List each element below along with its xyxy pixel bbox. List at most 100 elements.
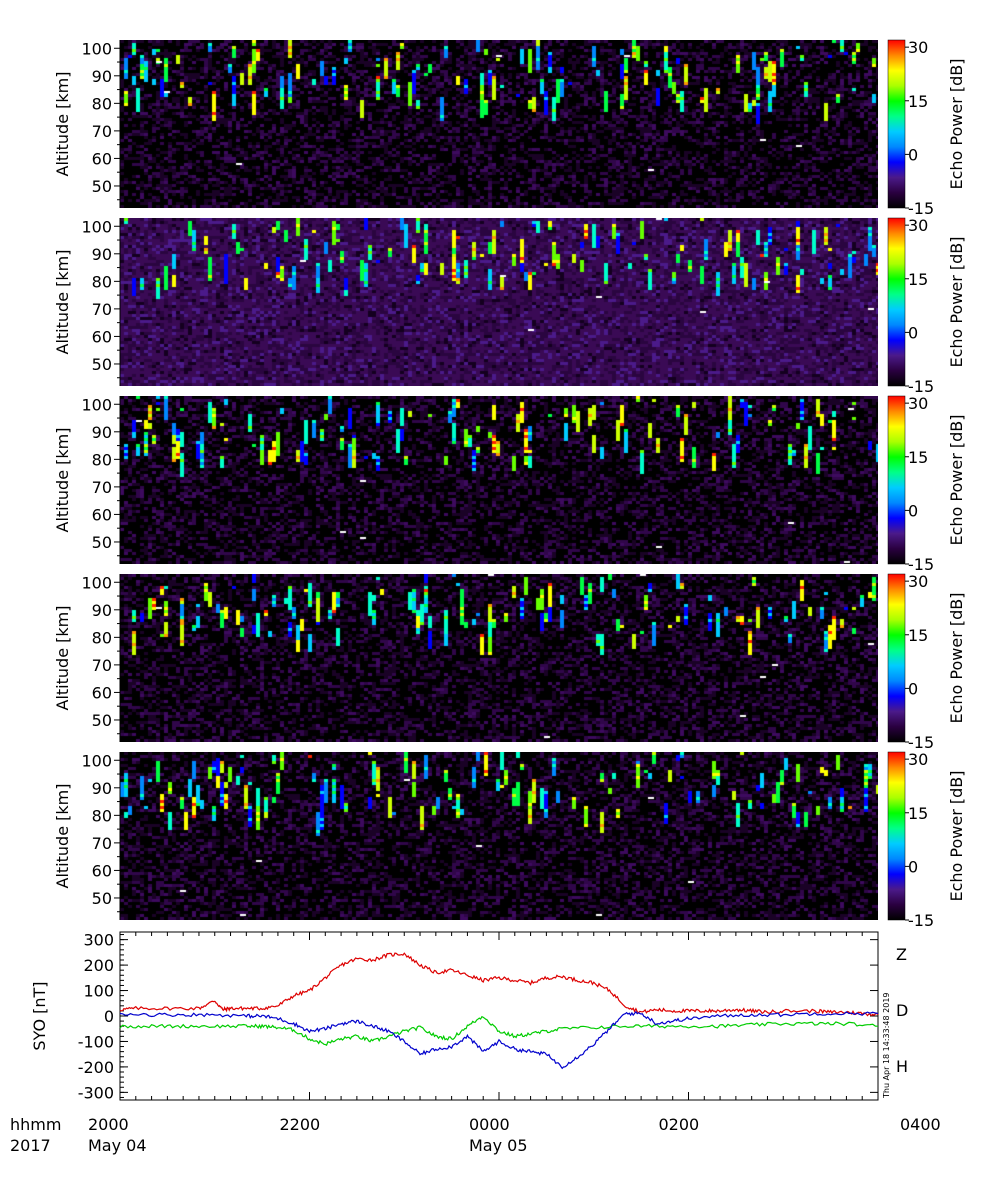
colorbar bbox=[887, 217, 906, 387]
colorbar bbox=[887, 751, 906, 921]
plot-frame bbox=[119, 931, 879, 1101]
y-tick-label: 70 bbox=[92, 300, 112, 319]
y-tick-label: -300 bbox=[78, 1083, 114, 1102]
y-tick-label: 0 bbox=[104, 1007, 114, 1026]
y-tick-label: 50 bbox=[92, 177, 112, 196]
y-tick-label: 70 bbox=[92, 834, 112, 853]
x-tick-time-label: 2000 bbox=[88, 1115, 129, 1134]
y-tick-label: 90 bbox=[92, 601, 112, 620]
y-tick-label: -100 bbox=[78, 1032, 114, 1051]
colorbar-tick-label: 30 bbox=[908, 216, 928, 235]
y-tick-label: 70 bbox=[92, 478, 112, 497]
y-axis-title: Altitude [km] bbox=[53, 428, 72, 533]
colorbar-tick-label: 15 bbox=[908, 448, 928, 467]
y-axis-title: Altitude [km] bbox=[53, 606, 72, 711]
colorbar bbox=[887, 395, 906, 565]
y-tick-label: 80 bbox=[92, 94, 112, 113]
colorbar-label: Echo Power [dB] bbox=[947, 771, 966, 902]
colorbar-tick-label: 30 bbox=[908, 394, 928, 413]
colorbar-tick-label: 0 bbox=[908, 145, 918, 164]
colorbar-tick-label: -15 bbox=[908, 911, 934, 930]
echo-power-heatmap bbox=[120, 218, 878, 386]
y-tick-label: 80 bbox=[92, 806, 112, 825]
y-tick-label: 50 bbox=[92, 711, 112, 730]
echo-power-panel-4: 50 60 70 80 90 100 Altitude [km] 30 15 0 -15 Echo P… bbox=[53, 572, 966, 752]
y-tick-label: 300 bbox=[83, 931, 114, 950]
x-axis-row-label: hhmm bbox=[10, 1115, 61, 1134]
colorbar-tick-label: 15 bbox=[908, 92, 928, 111]
y-axis-title: Altitude [km] bbox=[53, 250, 72, 355]
echo-power-heatmap bbox=[120, 40, 878, 208]
y-tick-label: 200 bbox=[83, 956, 114, 975]
colorbar-tick-label: -15 bbox=[908, 733, 934, 752]
series-line-d bbox=[119, 1015, 879, 1047]
colorbar-tick-label: 0 bbox=[908, 501, 918, 520]
y-tick-label: 100 bbox=[81, 217, 112, 236]
colorbar-tick-label: -15 bbox=[908, 377, 934, 396]
colorbar-tick-label: 30 bbox=[908, 750, 928, 769]
y-tick-label: 90 bbox=[92, 779, 112, 798]
colorbar-tick-label: 15 bbox=[908, 270, 928, 289]
echo-power-heatmap bbox=[120, 396, 878, 564]
series-label-h: H bbox=[896, 1057, 908, 1076]
colorbar-label: Echo Power [dB] bbox=[947, 593, 966, 724]
series-label-d: D bbox=[896, 1001, 908, 1020]
colorbar-label: Echo Power [dB] bbox=[947, 415, 966, 546]
colorbar-tick-label: 0 bbox=[908, 323, 918, 342]
y-tick-label: 70 bbox=[92, 122, 112, 141]
series-label-z: Z bbox=[896, 945, 907, 964]
colorbar-tick-label: 0 bbox=[908, 857, 918, 876]
series-line-z bbox=[119, 952, 879, 1017]
x-tick-time-label: 0200 bbox=[659, 1115, 700, 1134]
y-tick-label: -200 bbox=[78, 1058, 114, 1077]
y-axis-title: Altitude [km] bbox=[53, 72, 72, 177]
series-line-h bbox=[119, 1010, 879, 1070]
y-tick-label: 100 bbox=[81, 751, 112, 770]
y-tick-label: 90 bbox=[92, 245, 112, 264]
y-tick-label: 100 bbox=[81, 395, 112, 414]
echo-power-panel-3: 50 60 70 80 90 100 Altitude [km] 30 15 0 -15 Echo P… bbox=[53, 394, 966, 574]
echo-power-heatmap bbox=[120, 574, 878, 742]
echo-power-panel-5: 50 60 70 80 90 100 Altitude [km] 30 15 0 -15 Echo P… bbox=[53, 750, 966, 930]
y-tick-label: 50 bbox=[92, 533, 112, 552]
y-tick-label: 90 bbox=[92, 423, 112, 442]
x-tick-time-label: 0400 bbox=[900, 1115, 941, 1134]
echo-power-panel-2: 50 60 70 80 90 100 Altitude [km] 30 15 0 -15 Echo P… bbox=[53, 216, 966, 396]
y-tick-label: 60 bbox=[92, 149, 112, 168]
colorbar-tick-label: -15 bbox=[908, 555, 934, 574]
y-tick-label: 50 bbox=[92, 889, 112, 908]
y-tick-label: 60 bbox=[92, 505, 112, 524]
colorbar-tick-label: -15 bbox=[908, 199, 934, 218]
y-tick-label: 100 bbox=[81, 39, 112, 58]
colorbar-tick-label: 30 bbox=[908, 572, 928, 591]
y-tick-label: 80 bbox=[92, 272, 112, 291]
x-axis: hhmm 2017 2000 May 04 2200 0000 May 05 0200 0400 bbox=[10, 1115, 941, 1155]
y-tick-label: 60 bbox=[92, 861, 112, 880]
y-tick-label: 80 bbox=[92, 628, 112, 647]
y-tick-label: 70 bbox=[92, 656, 112, 675]
y-axis-title: SYO [nT] bbox=[30, 981, 49, 1050]
x-tick-date-label: May 04 bbox=[88, 1136, 147, 1155]
x-tick-time-label: 0000 bbox=[469, 1115, 510, 1134]
y-axis-title: Altitude [km] bbox=[53, 784, 72, 889]
colorbar bbox=[887, 39, 906, 209]
colorbar bbox=[887, 573, 906, 743]
colorbar-label: Echo Power [dB] bbox=[947, 237, 966, 368]
colorbar-tick-label: 15 bbox=[908, 804, 928, 823]
echo-power-panel-1: 50 60 70 80 90 100 Altitude [km] 30 15 0 -15 Echo P… bbox=[53, 38, 966, 218]
y-tick-label: 80 bbox=[92, 450, 112, 469]
y-tick-label: 100 bbox=[83, 982, 114, 1001]
magnetometer-panel: 300 200 100 0 -100 -200 -300 SYO [nT] Z D H Thu Apr… bbox=[30, 931, 908, 1103]
x-axis-year-label: 2017 bbox=[10, 1136, 51, 1155]
y-tick-label: 50 bbox=[92, 355, 112, 374]
y-tick-label: 100 bbox=[81, 573, 112, 592]
y-tick-label: 90 bbox=[92, 67, 112, 86]
colorbar-tick-label: 15 bbox=[908, 626, 928, 645]
x-tick-time-label: 2200 bbox=[280, 1115, 321, 1134]
colorbar-tick-label: 30 bbox=[908, 38, 928, 57]
y-tick-label: 60 bbox=[92, 327, 112, 346]
y-tick-label: 60 bbox=[92, 683, 112, 702]
timestamp-stamp: Thu Apr 18 14:33:48 2019 bbox=[882, 992, 891, 1099]
x-tick-date-label: May 05 bbox=[469, 1136, 528, 1155]
